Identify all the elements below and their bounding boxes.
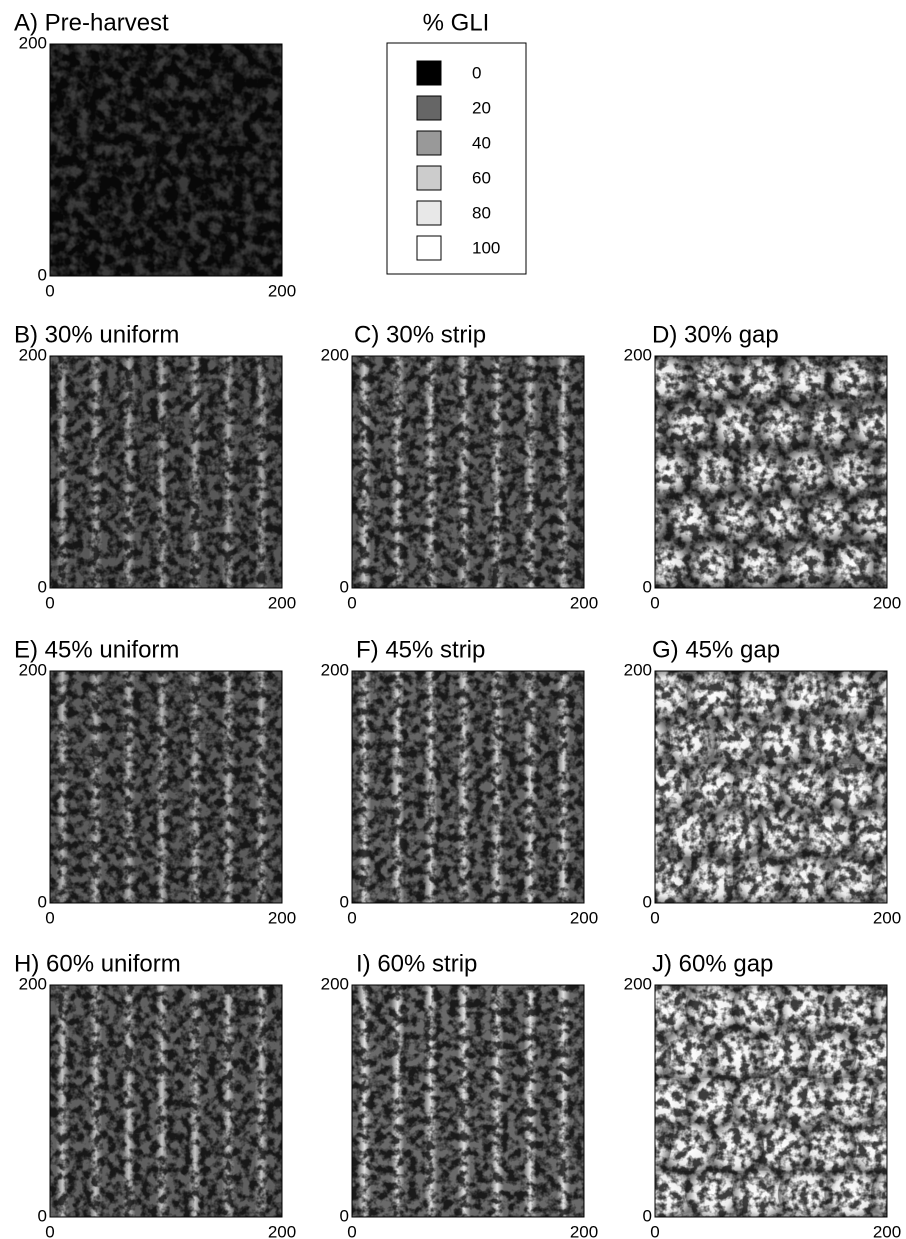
y-tick-label: 0 xyxy=(38,265,47,284)
legend-swatch xyxy=(416,165,442,191)
legend-box xyxy=(386,42,527,275)
x-tick-label: 0 xyxy=(45,1222,54,1239)
heatmap-texture xyxy=(352,671,584,903)
panel-title: G) 45% gap xyxy=(652,636,780,663)
x-tick-label: 0 xyxy=(347,1222,356,1239)
heatmap-texture xyxy=(50,671,282,903)
panel-title: C) 30% strip xyxy=(354,321,486,348)
legend-swatch xyxy=(416,60,442,86)
plot-frame xyxy=(49,43,283,277)
plot-frame xyxy=(49,670,283,904)
heatmap-texture xyxy=(50,985,282,1217)
legend-label: 0 xyxy=(472,63,481,82)
x-tick-label: 200 xyxy=(268,1222,296,1239)
y-tick-label: 200 xyxy=(321,345,349,364)
x-tick-label: 0 xyxy=(45,281,54,300)
panel-title: J) 60% gap xyxy=(652,950,773,977)
plot-frame xyxy=(351,984,585,1218)
panel-title: H) 60% uniform xyxy=(14,950,181,977)
y-tick-label: 0 xyxy=(340,577,349,596)
panel-title: B) 30% uniform xyxy=(14,321,179,348)
y-tick-label: 0 xyxy=(643,577,652,596)
legend-swatch xyxy=(416,95,442,121)
x-tick-label: 200 xyxy=(873,593,901,612)
x-tick-label: 200 xyxy=(268,593,296,612)
y-tick-label: 200 xyxy=(624,345,652,364)
y-tick-label: 0 xyxy=(340,1206,349,1225)
x-tick-label: 200 xyxy=(570,1222,598,1239)
x-tick-label: 0 xyxy=(650,593,659,612)
y-tick-label: 0 xyxy=(38,577,47,596)
legend-label: 60 xyxy=(472,168,491,187)
x-tick-label: 200 xyxy=(570,908,598,927)
x-tick-label: 0 xyxy=(347,593,356,612)
panel-title: E) 45% uniform xyxy=(14,636,179,663)
panel-title: A) Pre-harvest xyxy=(14,9,169,36)
heatmap-texture xyxy=(352,985,584,1217)
legend-label: 20 xyxy=(472,98,491,117)
heatmap-texture xyxy=(50,356,282,588)
legend-label: 80 xyxy=(472,203,491,222)
y-tick-label: 0 xyxy=(38,892,47,911)
y-tick-label: 200 xyxy=(624,974,652,993)
x-tick-label: 200 xyxy=(268,908,296,927)
x-tick-label: 200 xyxy=(873,908,901,927)
legend-label: 40 xyxy=(472,133,491,152)
y-tick-label: 200 xyxy=(19,660,47,679)
panel-title: D) 30% gap xyxy=(652,321,779,348)
legend-swatch xyxy=(416,130,442,156)
x-tick-label: 200 xyxy=(873,1222,901,1239)
x-tick-label: 0 xyxy=(347,908,356,927)
legend-swatch xyxy=(416,200,442,226)
y-tick-label: 200 xyxy=(19,974,47,993)
heatmap-texture xyxy=(50,44,282,276)
x-tick-label: 0 xyxy=(45,593,54,612)
legend-swatch xyxy=(416,235,442,261)
x-tick-label: 0 xyxy=(45,908,54,927)
panel-title: F) 45% strip xyxy=(356,636,485,663)
plot-frame xyxy=(49,355,283,589)
heatmap-texture xyxy=(655,356,887,588)
y-tick-label: 200 xyxy=(19,345,47,364)
y-tick-label: 0 xyxy=(643,892,652,911)
y-tick-label: 0 xyxy=(643,1206,652,1225)
y-tick-label: 0 xyxy=(340,892,349,911)
heatmap-texture xyxy=(352,356,584,588)
x-tick-label: 0 xyxy=(650,1222,659,1239)
panel-title: I) 60% strip xyxy=(356,950,477,977)
heatmap-texture xyxy=(655,671,887,903)
plot-frame xyxy=(351,670,585,904)
plot-frame xyxy=(654,670,888,904)
plot-frame xyxy=(49,984,283,1218)
y-tick-label: 200 xyxy=(624,660,652,679)
plot-frame xyxy=(351,355,585,589)
plot-frame xyxy=(654,355,888,589)
legend-label: 100 xyxy=(472,238,500,257)
x-tick-label: 200 xyxy=(570,593,598,612)
y-tick-label: 200 xyxy=(321,660,349,679)
y-tick-label: 200 xyxy=(19,33,47,52)
x-tick-label: 0 xyxy=(650,908,659,927)
y-tick-label: 200 xyxy=(321,974,349,993)
plot-frame xyxy=(654,984,888,1218)
legend-title: % GLI xyxy=(423,9,490,36)
heatmap-texture xyxy=(655,985,887,1217)
y-tick-label: 0 xyxy=(38,1206,47,1225)
x-tick-label: 200 xyxy=(268,281,296,300)
